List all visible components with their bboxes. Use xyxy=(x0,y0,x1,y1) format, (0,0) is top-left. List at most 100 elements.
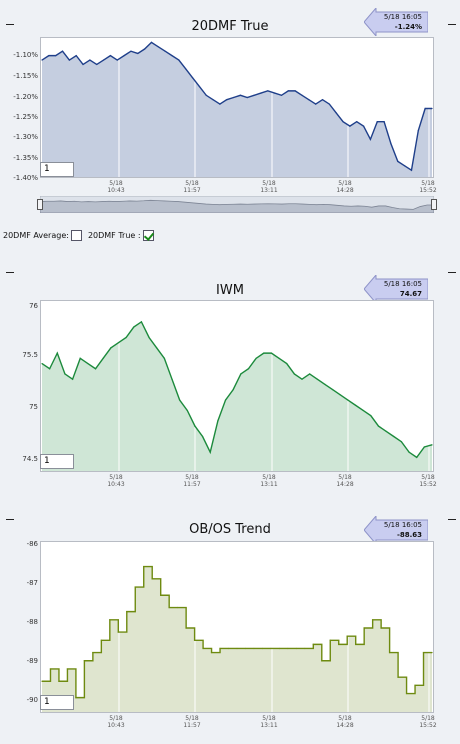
y-tick-label: -90 xyxy=(26,696,38,704)
data-point xyxy=(68,59,70,61)
data-point xyxy=(431,651,433,654)
chart-panel-iwm: IWM 5/18 16:05 74.67 1 76 75.5 75 74.5 5… xyxy=(0,272,460,492)
data-point xyxy=(331,389,334,391)
data-point xyxy=(102,59,105,61)
data-point xyxy=(304,647,306,650)
badge-date: 5/18 16:05 xyxy=(383,13,422,21)
data-point xyxy=(267,90,269,92)
x-tick-label: 5/18 10:43 xyxy=(107,474,125,488)
data-point xyxy=(212,99,214,101)
chart-title: 20DMF True xyxy=(191,19,269,34)
x-tick-label: 5/18 11:57 xyxy=(183,474,201,488)
series-area xyxy=(42,321,432,471)
data-point xyxy=(244,647,247,650)
x-tick-label: 5/18 14:28 xyxy=(336,180,354,194)
data-point xyxy=(405,692,408,695)
data-point xyxy=(130,50,132,52)
data-point xyxy=(117,342,120,344)
data-point xyxy=(100,639,102,641)
data-point xyxy=(240,373,242,375)
average-label: 20DMF Average: xyxy=(3,231,69,240)
data-point xyxy=(286,362,288,365)
minimize-icon[interactable] xyxy=(448,519,456,520)
minimize-icon[interactable] xyxy=(448,272,456,273)
true-checkbox[interactable] xyxy=(142,230,154,241)
data-point xyxy=(370,415,372,417)
data-point xyxy=(338,643,340,645)
plot-area[interactable] xyxy=(40,541,434,713)
data-point xyxy=(397,160,399,162)
data-point xyxy=(263,352,265,354)
chart-panel-20dmf: 20DMF True 5/18 16:05 -1.24% 1 -1.10% -1… xyxy=(0,0,460,245)
data-point xyxy=(431,107,433,110)
data-point xyxy=(342,121,344,123)
data-point xyxy=(194,639,196,641)
data-point xyxy=(82,63,84,66)
data-point xyxy=(236,647,238,650)
data-point xyxy=(232,389,234,391)
interval-input[interactable]: 1 xyxy=(40,454,74,469)
badge-date: 5/18 16:05 xyxy=(383,521,422,529)
data-point xyxy=(417,129,419,132)
data-point xyxy=(171,378,173,380)
data-point xyxy=(280,94,283,96)
y-tick-label: -1.40% xyxy=(13,174,38,182)
plot-area[interactable] xyxy=(40,300,434,472)
data-point xyxy=(75,697,77,699)
data-point xyxy=(49,668,52,670)
range-handle-left[interactable] xyxy=(37,199,43,210)
data-point xyxy=(117,631,119,633)
data-point xyxy=(205,94,207,96)
data-point xyxy=(186,409,188,412)
data-point xyxy=(148,336,150,339)
x-tick-label: 5/18 15:52 xyxy=(419,715,437,729)
data-point xyxy=(380,627,382,629)
minimize-icon[interactable] xyxy=(448,24,456,25)
data-point xyxy=(416,456,418,458)
data-point xyxy=(143,565,145,568)
y-tick-label: -1.20% xyxy=(13,93,38,101)
data-point xyxy=(362,125,365,127)
y-tick-label: -1.10% xyxy=(13,51,38,59)
interval-input[interactable]: 1 xyxy=(40,695,74,710)
x-tick-label: 5/18 15:52 xyxy=(419,180,437,194)
data-point xyxy=(87,362,89,365)
data-point xyxy=(261,647,264,650)
data-point xyxy=(150,41,153,44)
plot-area[interactable] xyxy=(40,37,434,178)
badge-value: 74.67 xyxy=(399,290,422,298)
data-point xyxy=(94,368,97,370)
data-point xyxy=(385,430,387,432)
data-point xyxy=(239,94,242,96)
y-tick-label: 75.5 xyxy=(22,351,38,359)
average-checkbox[interactable] xyxy=(70,230,82,241)
data-point xyxy=(393,435,395,438)
data-point xyxy=(312,643,314,645)
x-tick-label: 5/18 14:28 xyxy=(336,474,354,488)
data-point xyxy=(210,651,213,654)
x-tick-label: 5/18 10:43 xyxy=(107,180,125,194)
range-scroller[interactable] xyxy=(37,195,437,214)
data-point xyxy=(126,611,128,613)
chart-title: IWM xyxy=(216,283,244,298)
data-point xyxy=(328,103,330,105)
data-point xyxy=(423,446,425,448)
data-point xyxy=(339,394,341,396)
range-handle-right[interactable] xyxy=(431,199,437,210)
data-point xyxy=(219,103,221,105)
y-tick-label: -87 xyxy=(26,579,38,587)
interval-input[interactable]: 1 xyxy=(40,162,74,177)
minimize-icon[interactable] xyxy=(6,519,14,520)
x-tick-label: 5/18 11:57 xyxy=(183,715,201,729)
data-point xyxy=(49,368,51,370)
data-point xyxy=(377,425,380,427)
minimize-icon[interactable] xyxy=(6,272,14,273)
data-point xyxy=(369,138,372,140)
x-tick-label: 5/18 15:52 xyxy=(419,474,437,488)
x-tick-label: 5/18 11:57 xyxy=(183,180,201,194)
data-point xyxy=(134,586,136,588)
data-point xyxy=(178,59,180,61)
minimize-icon[interactable] xyxy=(6,24,14,25)
data-point xyxy=(116,59,118,61)
data-point xyxy=(157,46,159,48)
